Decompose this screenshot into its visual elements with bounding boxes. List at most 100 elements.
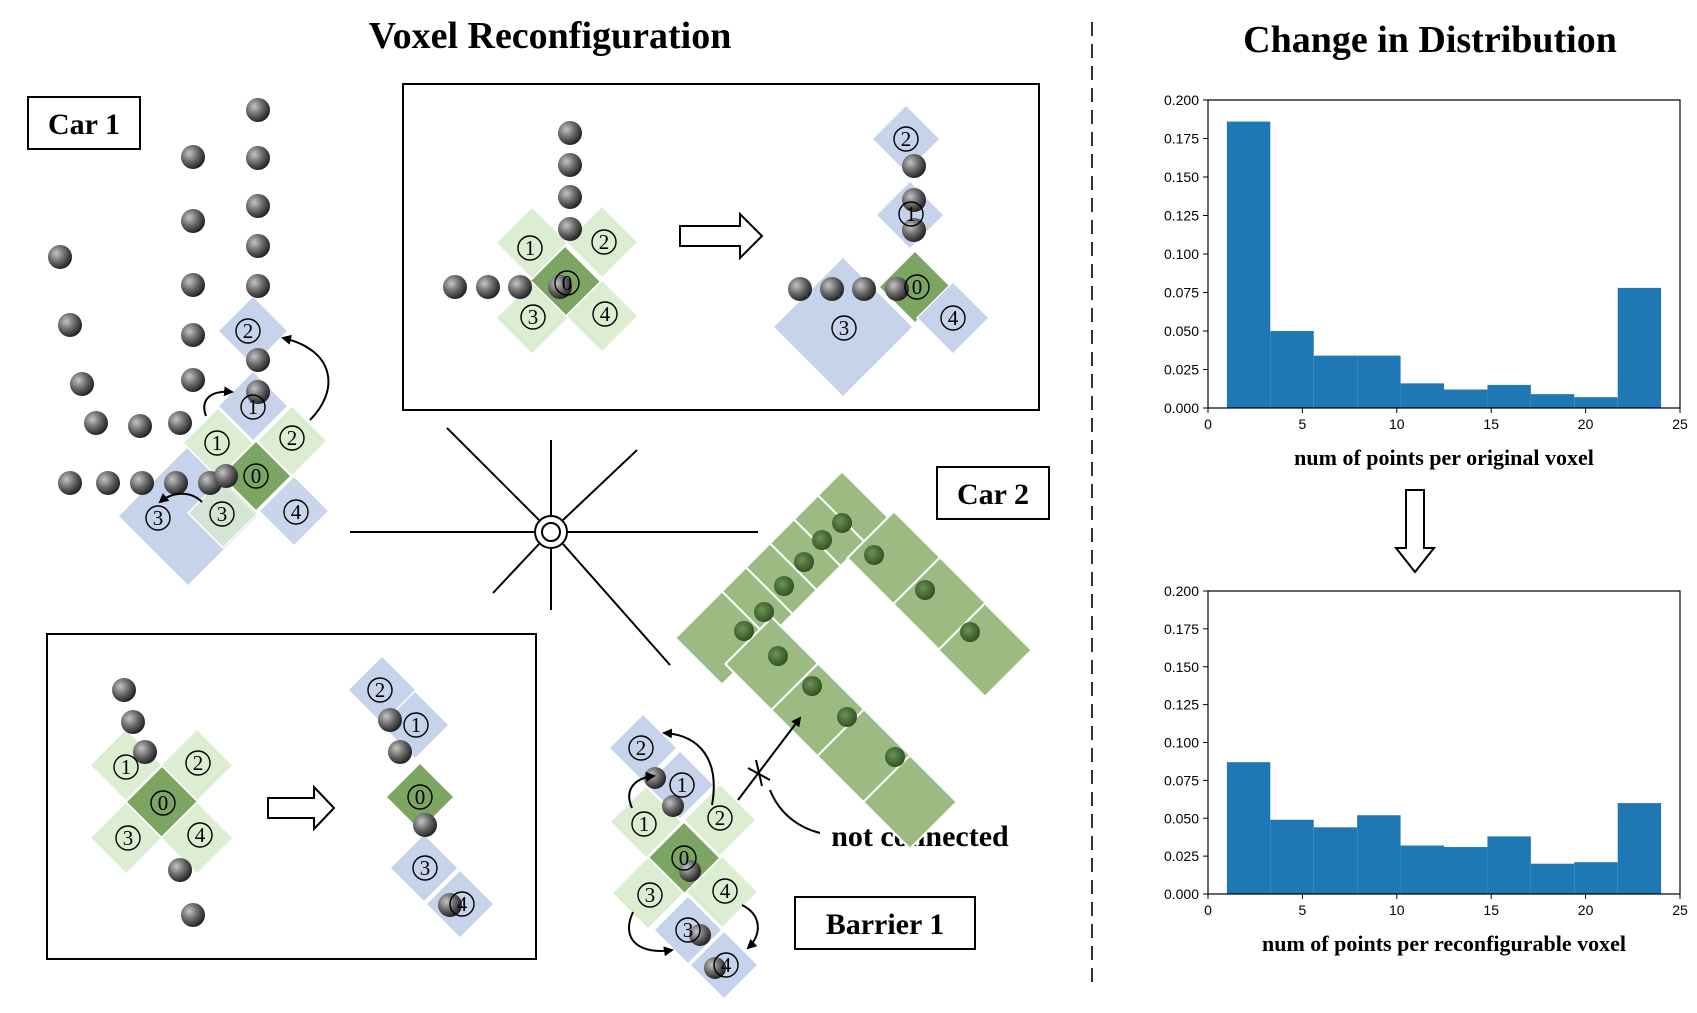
voxel-number: 1: [240, 394, 266, 420]
voxel-number: 4: [592, 301, 618, 327]
inset-top-point: [852, 277, 876, 301]
voxel-number: 0: [904, 274, 930, 300]
car1-point: [70, 372, 94, 396]
car1-point: [246, 194, 270, 218]
inset-bottom-point: [133, 740, 157, 764]
inset-top-point: [508, 275, 532, 299]
y-tick-label: 0.150: [1164, 169, 1199, 185]
svg-text:2: 2: [599, 230, 610, 254]
inset-top-point: [902, 218, 926, 242]
svg-text:4: 4: [195, 823, 206, 847]
inset-top-point: [820, 277, 844, 301]
voxel-number: 3: [115, 825, 141, 851]
inset-bottom-point: [168, 858, 192, 882]
svg-text:0: 0: [415, 785, 426, 809]
point-layer: [48, 98, 980, 979]
car2-point: [734, 621, 754, 641]
inset-top-point: [558, 185, 582, 209]
y-tick-label: 0.200: [1164, 583, 1199, 599]
histogram-bar: [1400, 383, 1444, 408]
voxel-number: 1: [898, 201, 924, 227]
lidar-sensor-icon: [350, 427, 758, 666]
car1-point: [168, 411, 192, 435]
reassign-arrow-barrier-2: [662, 728, 715, 806]
svg-text:Barrier 1: Barrier 1: [826, 908, 945, 941]
svg-text:0: 0: [679, 846, 690, 870]
voxel-number: 2: [185, 750, 211, 776]
car1-point: [84, 411, 108, 435]
svg-text:3: 3: [839, 316, 850, 340]
car2-point: [864, 545, 884, 565]
car1-point: [181, 323, 205, 347]
voxel-number: 4: [449, 891, 475, 917]
inset-bottom: [46, 633, 537, 960]
svg-text:3: 3: [123, 826, 134, 850]
voxel-number: 0: [554, 270, 580, 296]
reassign-arrow-barrier-3: [627, 911, 674, 957]
car2-point: [837, 707, 857, 727]
inset-top-point: [558, 121, 582, 145]
svg-text:0: 0: [251, 464, 262, 488]
voxel-number: 4: [187, 822, 213, 848]
histogram-bar: [1530, 863, 1575, 894]
y-tick-label: 0.175: [1164, 131, 1199, 147]
y-tick-label: 0.050: [1164, 810, 1199, 826]
histogram-bar: [1530, 394, 1575, 408]
voxel-top-1-reconfigured: [874, 179, 946, 251]
voxel-barrier-3: [610, 855, 686, 931]
car2-point: [794, 552, 814, 572]
inset-bottom-point: [181, 903, 205, 927]
car1-point: [128, 414, 152, 438]
barrier1-label: Barrier 1: [794, 896, 976, 950]
y-tick-label: 0.175: [1164, 621, 1199, 637]
x-tick-label: 0: [1204, 416, 1212, 432]
not-connected-arrow: [737, 716, 802, 801]
car1-point: [181, 368, 205, 392]
histogram-reconfigurable: 0.000 0.025 0.050 0.075 0.100 0.125 0.150 0.175…: [1164, 583, 1688, 956]
histogram-bar: [1313, 827, 1358, 894]
svg-text:2: 2: [715, 806, 726, 830]
reassign-arrow-car1-3: [158, 492, 203, 504]
y-tick-label: 0.150: [1164, 659, 1199, 675]
voxel-car1-4: [257, 474, 331, 548]
x-tick-label: 5: [1299, 416, 1307, 432]
voxel-top-4: [564, 278, 640, 354]
voxel-number: 1: [204, 430, 230, 456]
car1-point: [181, 145, 205, 169]
svg-text:2: 2: [375, 678, 386, 702]
voxel-car1-3: [186, 476, 260, 550]
not-connected-cross: [755, 759, 763, 787]
voxel-bottom-3: [88, 800, 164, 876]
car1-point: [58, 471, 82, 495]
inset-bottom-point: [413, 813, 437, 837]
voxel-number: 4: [940, 305, 966, 331]
y-tick-label: 0.050: [1164, 323, 1199, 339]
voxel-number: 2: [279, 425, 305, 451]
car1-label: Car 1: [27, 96, 141, 150]
car2-point: [960, 622, 980, 642]
barrier-point: [679, 860, 701, 882]
histogram-bar: [1574, 862, 1618, 894]
car2-label: Car 2: [936, 466, 1050, 520]
barrier-point: [662, 795, 684, 817]
car1-point: [246, 380, 270, 404]
car2-voxel: [861, 753, 959, 851]
svg-text:2: 2: [901, 127, 912, 151]
voxel-top-4-reconfigured: [915, 280, 991, 356]
y-tick-label: 0.075: [1164, 285, 1199, 301]
svg-text:2: 2: [636, 736, 647, 760]
svg-text:1: 1: [212, 431, 223, 455]
histogram-bar: [1357, 355, 1401, 408]
car1-point: [214, 464, 238, 488]
svg-text:Car 1: Car 1: [48, 108, 120, 141]
histogram-bar: [1400, 845, 1444, 894]
car2-point: [832, 513, 852, 533]
svg-text:3: 3: [528, 305, 539, 329]
voxel-number: 2: [893, 126, 919, 152]
svg-text:1: 1: [121, 755, 132, 779]
svg-text:1: 1: [411, 713, 422, 737]
voxel-number: 0: [671, 845, 697, 871]
svg-text:0: 0: [912, 275, 923, 299]
inset-top-point: [558, 217, 582, 241]
